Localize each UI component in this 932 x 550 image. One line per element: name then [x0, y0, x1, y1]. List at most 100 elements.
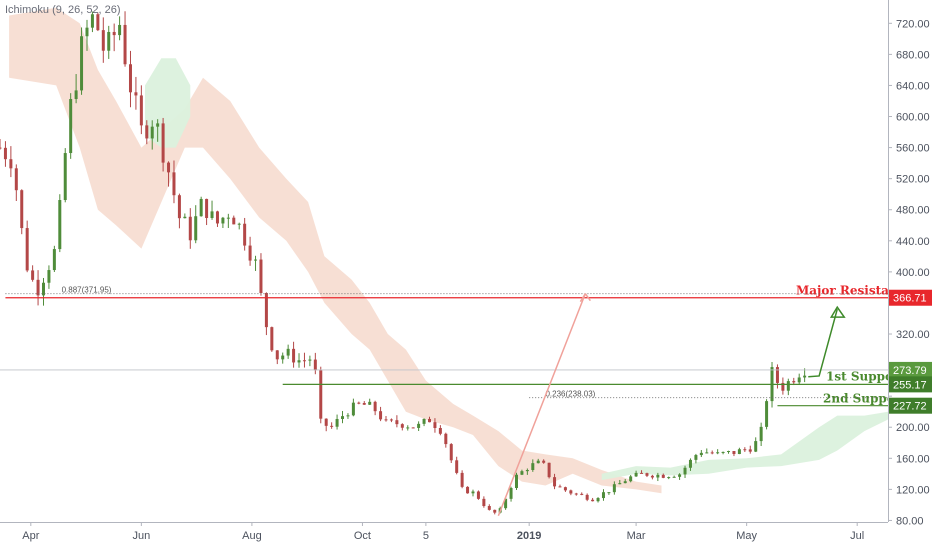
candle-body: [254, 259, 258, 261]
candle: [313, 352, 317, 375]
candle-body: [368, 401, 372, 405]
candle: [493, 509, 497, 515]
candle-body: [629, 476, 633, 482]
candle-body: [20, 190, 24, 229]
candle-body: [313, 359, 317, 371]
candle-body: [90, 14, 94, 28]
candle: [618, 479, 622, 485]
candle-body: [107, 31, 111, 51]
candle: [297, 353, 301, 368]
candle: [63, 148, 67, 203]
candle-body: [199, 198, 203, 217]
candle-body: [351, 402, 355, 416]
candle: [215, 210, 219, 227]
candle-body: [406, 427, 410, 429]
candle: [743, 447, 747, 452]
candle-body: [161, 123, 165, 163]
candle: [629, 475, 633, 483]
candle-body: [428, 418, 432, 423]
candle-body: [319, 370, 323, 419]
candle-body: [330, 425, 334, 427]
candle-body: [596, 498, 600, 502]
candle: [699, 450, 703, 458]
candle-body: [699, 452, 703, 456]
second-support-tag-value: 227.72: [893, 401, 927, 413]
candle: [351, 398, 355, 417]
price-tick-label: 120.00: [896, 484, 930, 496]
candle-body: [520, 471, 524, 475]
time-tick-label: Apr: [22, 530, 39, 542]
candle: [444, 432, 448, 448]
candle: [0, 139, 2, 150]
candle-body: [678, 474, 682, 477]
candle: [732, 451, 736, 457]
candle: [656, 472, 660, 482]
candle: [226, 213, 230, 229]
candle: [319, 366, 323, 424]
candle: [199, 196, 203, 217]
candle-body: [205, 198, 209, 219]
candle: [139, 85, 143, 135]
candle: [650, 474, 654, 480]
candle: [335, 414, 339, 430]
fib-label-0236: 0.236(238.03): [545, 390, 595, 399]
candle: [368, 398, 372, 405]
candle-body: [634, 472, 638, 477]
price-axis-background: [888, 0, 932, 550]
candle: [612, 481, 616, 495]
candle: [520, 469, 524, 476]
candle-body: [487, 506, 491, 510]
candle-body: [765, 401, 769, 427]
candle-body: [373, 401, 377, 412]
current-price-tag-value: 273.79: [893, 365, 927, 377]
candle: [161, 117, 165, 172]
ichimoku-cloud-bullish-2019: [601, 411, 888, 481]
candle-body: [542, 460, 546, 463]
candle-body: [118, 24, 122, 36]
candle-body: [411, 427, 415, 429]
candle-body: [417, 423, 421, 428]
price-tick-label: 520.00: [896, 174, 930, 186]
candle-body: [455, 460, 459, 473]
candle: [275, 350, 279, 365]
candle: [395, 415, 399, 428]
second-support-tag: [889, 397, 932, 414]
candle-body: [210, 211, 214, 219]
candle-body: [612, 484, 616, 493]
candle: [531, 459, 535, 472]
candle: [411, 427, 415, 429]
candle: [640, 470, 644, 474]
candle: [101, 17, 105, 63]
candle-body: [721, 451, 725, 453]
candle: [14, 164, 18, 201]
candle: [525, 468, 529, 475]
candle-body: [297, 360, 301, 363]
candle-body: [264, 293, 268, 328]
candle-body: [281, 355, 285, 360]
candle: [716, 449, 720, 455]
candle: [330, 422, 334, 429]
candle-body: [134, 92, 138, 96]
candle-body: [759, 426, 763, 442]
candle-body: [563, 487, 567, 491]
candle-body: [433, 422, 437, 428]
time-tick-label: 2019: [517, 530, 541, 542]
candle-body: [69, 99, 73, 154]
candle: [433, 418, 437, 433]
candle-body: [444, 433, 448, 445]
candle-body: [471, 491, 475, 494]
candle-body: [737, 449, 741, 455]
candle-body: [618, 483, 622, 485]
candle-body: [145, 125, 149, 139]
candle-body: [460, 472, 464, 487]
candle-body: [357, 402, 361, 404]
candle-body: [493, 509, 497, 513]
candle: [194, 205, 198, 244]
candle-body: [221, 217, 225, 224]
candle: [460, 470, 464, 489]
candle: [243, 217, 247, 251]
candle-body: [275, 350, 279, 360]
candle-body: [156, 123, 160, 127]
